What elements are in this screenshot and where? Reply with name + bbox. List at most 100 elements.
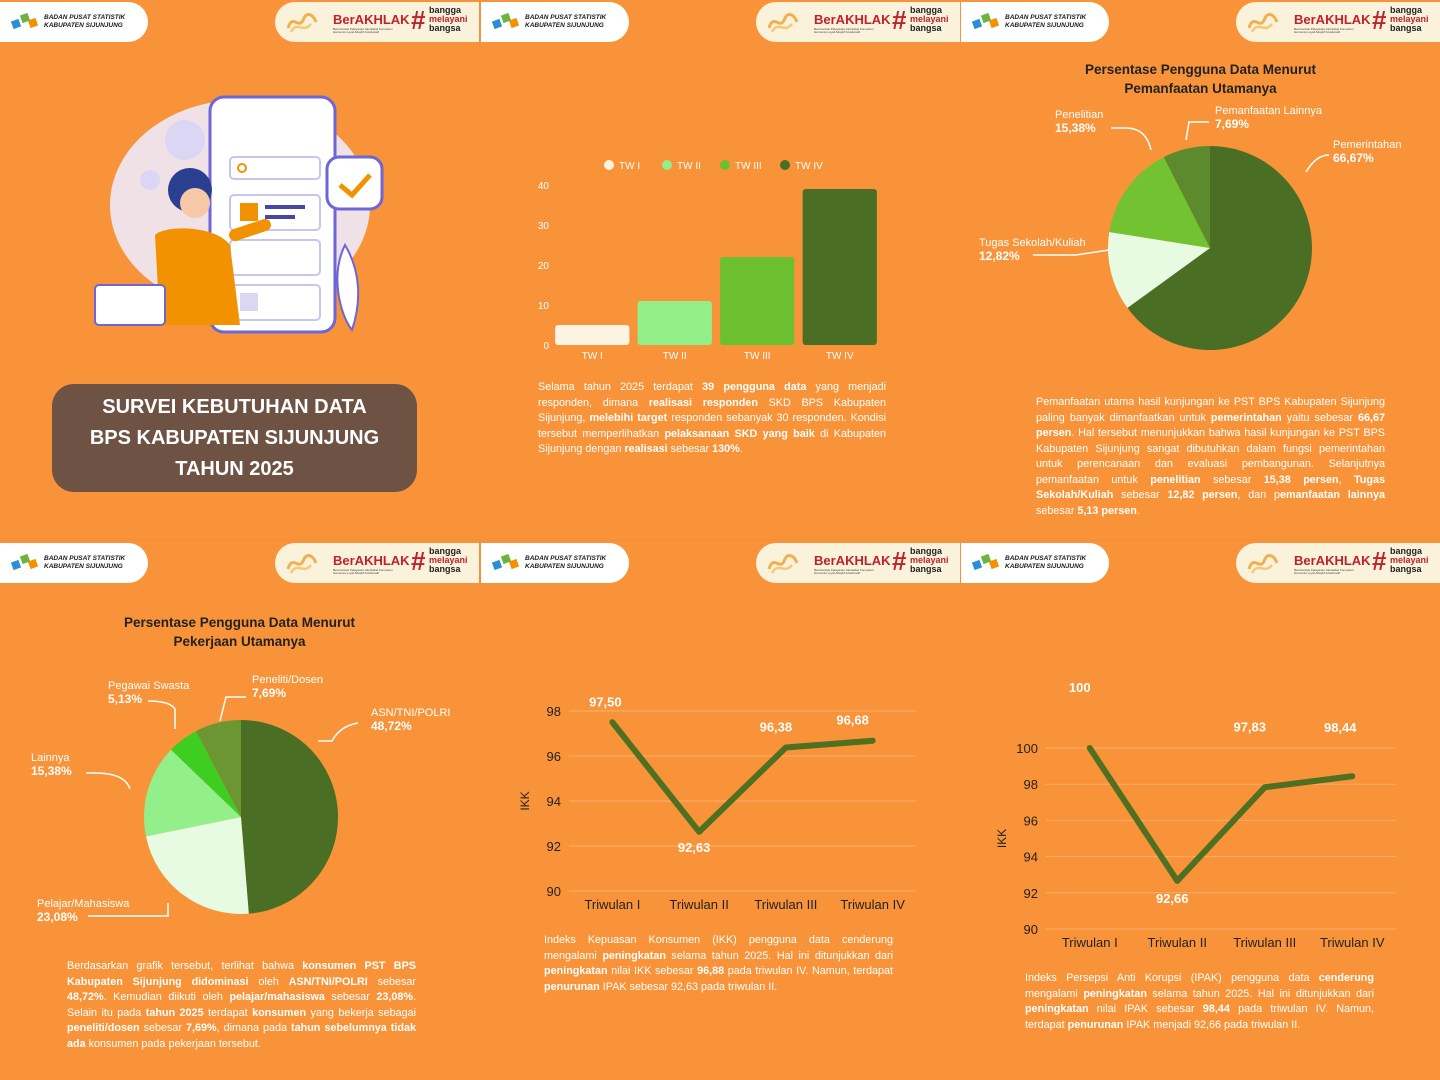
x-tick-label: Triwulan II (669, 897, 728, 912)
melayani-text: melayani (1390, 14, 1429, 24)
legend-swatch (604, 160, 614, 170)
x-tick-label: TW II (663, 351, 687, 362)
y-axis-label: IKK (995, 829, 1009, 848)
leader-line (1111, 127, 1152, 151)
ikk-paragraph: Indeks Kepuasan Konsumen (IKK) pengguna … (544, 934, 893, 993)
slice-value: 15,38% (31, 764, 72, 778)
data-label: 96,38 (760, 719, 793, 734)
data-label: 97,50 (589, 694, 622, 709)
bps-header: BADAN PUSAT STATISTIK KABUPATEN SIJUNJUNG (0, 2, 148, 42)
pie-slice (144, 749, 241, 837)
pie-slice (1109, 157, 1210, 248)
y-tick-label: 90 (547, 884, 561, 899)
y-tick-label: 90 (1024, 922, 1038, 937)
pie-slice (171, 731, 241, 817)
y-tick-label: 96 (547, 749, 561, 764)
x-tick-label: Triwulan I (1062, 935, 1118, 950)
slice-value: 23,08% (37, 910, 78, 924)
bangga-melayani-bangsa: bangga melayani bangsa (429, 547, 468, 574)
berakhlak-logo: BerAKHLAK (333, 553, 410, 568)
legend-label: TW II (677, 161, 701, 172)
bangga-text: bangga (910, 546, 943, 556)
slice-label: Pelajar/Mahasiswa (37, 898, 130, 910)
melayani-text: melayani (429, 14, 468, 24)
slice-value: 5,13% (108, 692, 142, 706)
leader-line (88, 903, 169, 917)
bps-logo-icon (491, 553, 520, 571)
legend-swatch (780, 160, 790, 170)
panel-pekerjaan: BADAN PUSAT STATISTIK KABUPATEN SIJUNJUNG… (0, 541, 479, 1080)
bps-name: BADAN PUSAT STATISTIK KABUPATEN SIJUNJUNG (525, 555, 606, 571)
legend-label: TW III (735, 161, 762, 172)
y-tick-label: 96 (1024, 813, 1038, 828)
data-label: 97,83 (1233, 719, 1266, 734)
legend-label: TW IV (795, 161, 823, 172)
y-tick-label: 30 (538, 221, 550, 232)
hash-icon: # (892, 546, 907, 576)
berakhlak-tagline: Berorientasi Pelayanan Akuntabel Kompete… (814, 568, 874, 575)
swirl-logo-icon (286, 13, 318, 33)
bar (802, 189, 877, 345)
ipak-line-chart: 90 92 94 96 98 100 IKK Triwulan I 100 Triwulan II… (995, 680, 1396, 950)
slice-value: 12,82% (979, 249, 1020, 263)
bps-line1: BADAN PUSAT STATISTIK (525, 14, 607, 21)
y-tick-label: 92 (1024, 886, 1038, 901)
bar (637, 301, 712, 345)
slice-label: Lainnya (31, 752, 70, 764)
slice-value: 15,38% (1055, 121, 1096, 135)
bps-header: BADAN PUSAT STATISTIK KABUPATEN SIJUNJUNG (481, 2, 629, 42)
panel-pemanfaatan: BADAN PUSAT STATISTIK KABUPATEN SIJUNJUNG… (961, 0, 1440, 539)
survey-title-box: SURVEI KEBUTUHAN DATA BPS KABUPATEN SIJU… (52, 384, 417, 492)
melayani-text: melayani (910, 555, 949, 565)
bps-name: BADAN PUSAT STATISTIK KABUPATEN SIJUNJUNG (1005, 555, 1086, 571)
title-line-3: TAHUN 2025 (175, 458, 294, 480)
bps-header: BADAN PUSAT STATISTIK KABUPATEN SIJUNJUNG (961, 543, 1109, 583)
bangsa-text: bangsa (1390, 564, 1422, 574)
slice-label: Peneliti/Dosen (252, 674, 323, 686)
bps-logo-icon (10, 553, 39, 571)
survey-illustration (94, 95, 384, 334)
slice-value: 48,72% (371, 719, 412, 733)
bangsa-text: bangsa (910, 23, 942, 33)
pekerjaan-chart-title: Persentase Pengguna Data Menurut Pekerja… (0, 613, 479, 651)
bangsa-text: bangsa (910, 564, 942, 574)
bps-line2: KABUPATEN SIJUNJUNG (525, 22, 604, 29)
bps-name: BADAN PUSAT STATISTIK KABUPATEN SIJUNJUNG (1005, 14, 1086, 30)
berakhlak-tagline: Berorientasi Pelayanan Akuntabel Kompete… (1294, 568, 1354, 575)
leader-line (86, 772, 131, 790)
x-tick-label: Triwulan IV (1320, 935, 1385, 950)
bangsa-text: bangsa (429, 23, 461, 33)
hash-icon: # (1372, 546, 1387, 576)
bar (555, 325, 630, 345)
y-tick-label: 40 (538, 181, 550, 192)
pemanfaatan-paragraph: Pemanfaatan utama hasil kunjungan ke PST… (1036, 396, 1386, 517)
data-label: 92,63 (678, 840, 711, 855)
berakhlak-logo: BerAKHLAK (814, 553, 891, 568)
bangga-text: bangga (1390, 546, 1423, 556)
hash-icon: # (892, 5, 907, 35)
data-label: 100 (1069, 680, 1091, 695)
y-tick-label: 94 (547, 794, 561, 809)
chart-title-line-1: Persentase Pengguna Data Menurut (123, 615, 356, 630)
slice-label: Penelitian (1055, 109, 1103, 121)
bps-header: BADAN PUSAT STATISTIK KABUPATEN SIJUNJUNG (0, 543, 148, 583)
leader-line (147, 700, 176, 729)
bps-line1: BADAN PUSAT STATISTIK (1005, 555, 1087, 562)
bps-name: BADAN PUSAT STATISTIK KABUPATEN SIJUNJUNG (44, 14, 125, 30)
panel-respondents: BADAN PUSAT STATISTIK KABUPATEN SIJUNJUNG… (481, 0, 960, 539)
berakhlak-header: BerAKHLAK Berorientasi Pelayanan Akuntab… (275, 2, 479, 42)
leader-line (1305, 154, 1330, 173)
bangsa-text: bangsa (429, 564, 461, 574)
x-tick-label: TW I (582, 351, 603, 362)
bps-header: BADAN PUSAT STATISTIK KABUPATEN SIJUNJUNG (961, 2, 1109, 42)
y-tick-label: 10 (538, 301, 550, 312)
berakhlak-tagline: Berorientasi Pelayanan Akuntabel Kompete… (814, 27, 874, 34)
bps-logo-icon (971, 553, 1000, 571)
berakhlak-header: BerAKHLAK Berorientasi Pelayanan Akuntab… (1236, 543, 1440, 583)
bps-line2: KABUPATEN SIJUNJUNG (44, 22, 123, 29)
bangga-melayani-bangsa: bangga melayani bangsa (1390, 547, 1429, 574)
bangga-melayani-bangsa: bangga melayani bangsa (910, 547, 949, 574)
